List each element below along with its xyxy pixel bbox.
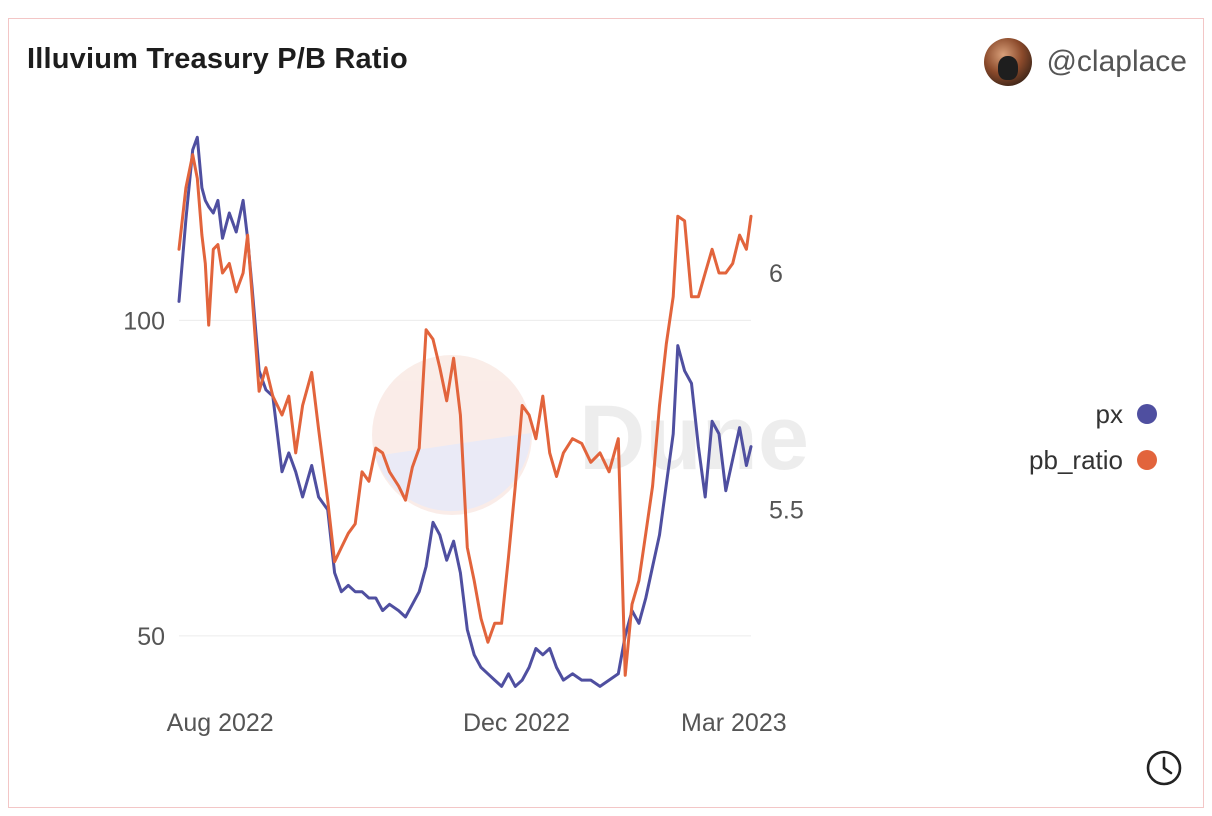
chart-plot: Dune 50 100 5.5 6 Aug 2022 Dec 2022 Mar 2023 (123, 135, 809, 737)
avatar[interactable] (984, 38, 1033, 86)
chart-card: Illuvium Treasury P/B Ratio @claplace Du… (8, 18, 1204, 808)
grid-lines (179, 319, 751, 637)
legend-label-pb-ratio: pb_ratio (1029, 444, 1123, 475)
author-badge[interactable]: @claplace (984, 37, 1187, 87)
legend-dot-pb-ratio (1137, 450, 1157, 470)
y-left-tick-label: 100 (123, 307, 165, 335)
author-name[interactable]: @claplace (1046, 45, 1187, 78)
y-right-tick-label: 5.5 (769, 497, 804, 525)
chart-title: Illuvium Treasury P/B Ratio (27, 43, 408, 75)
x-tick-label: Mar 2023 (681, 709, 787, 737)
x-tick-label: Aug 2022 (167, 709, 274, 737)
axis-ticks: 50 100 5.5 6 Aug 2022 Dec 2022 Mar 2023 (123, 260, 803, 737)
legend-dot-px (1137, 404, 1157, 424)
series-lines (177, 135, 753, 688)
legend-label-px: px (1095, 398, 1123, 429)
dune-watermark: Dune (372, 355, 809, 515)
legend: px pb_ratio (1029, 391, 1157, 483)
y-left-tick-label: 50 (137, 623, 165, 651)
y-right-tick-label: 6 (769, 260, 783, 288)
legend-item-px[interactable]: px (1029, 391, 1157, 437)
series-line-pb-ratio[interactable] (177, 153, 753, 677)
x-tick-label: Dec 2022 (463, 709, 570, 737)
clock-icon[interactable] (1145, 749, 1183, 787)
watermark-logo-lower (375, 433, 531, 512)
legend-item-pb-ratio[interactable]: pb_ratio (1029, 437, 1157, 483)
